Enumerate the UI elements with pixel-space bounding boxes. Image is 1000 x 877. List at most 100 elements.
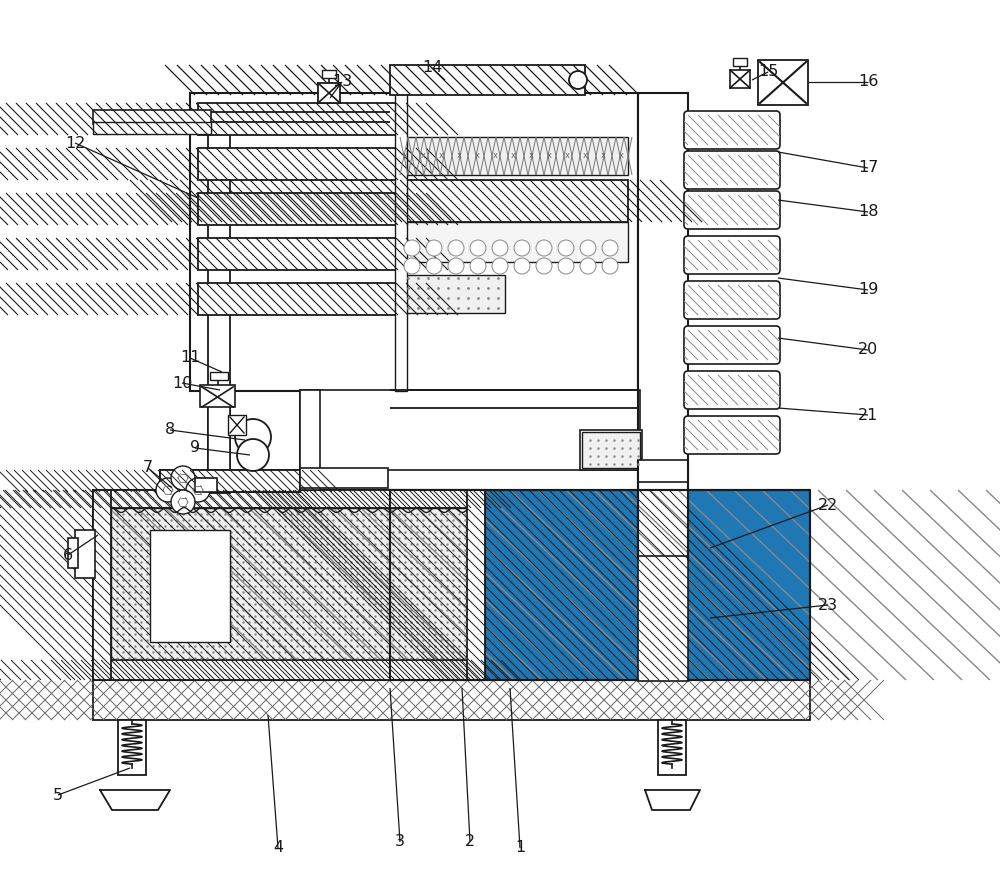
Circle shape [492,258,508,274]
Text: 3: 3 [395,835,405,850]
Circle shape [580,258,596,274]
Bar [160,470,300,492]
Bar [75,530,95,578]
Circle shape [580,240,596,256]
Bar [322,70,336,78]
Circle shape [237,439,269,471]
Text: x: x [582,152,588,160]
Bar [93,660,485,680]
Text: 14: 14 [422,61,442,75]
Polygon shape [100,790,170,810]
Text: 5: 5 [53,788,63,802]
Bar [93,110,211,124]
Circle shape [514,240,530,256]
FancyBboxPatch shape [684,111,780,149]
Text: x: x [492,152,498,160]
Text: x: x [546,152,552,160]
Bar [93,490,485,680]
Circle shape [558,258,574,274]
Text: x: x [438,152,444,160]
Bar [400,275,505,313]
Polygon shape [390,490,810,680]
Circle shape [426,258,442,274]
Bar [195,478,217,492]
Text: x: x [511,152,516,160]
Bar [208,120,230,493]
Bar [400,137,628,175]
Bar [210,372,228,380]
Text: x: x [420,152,426,160]
FancyBboxPatch shape [684,371,780,409]
Text: x: x [528,152,534,160]
Bar [93,490,485,508]
Bar [318,83,340,103]
Circle shape [470,258,486,274]
Bar [198,103,398,135]
Circle shape [470,240,486,256]
FancyBboxPatch shape [684,416,780,454]
Text: 10: 10 [172,375,192,390]
Circle shape [186,478,210,502]
Bar [730,70,750,88]
Bar [467,490,485,680]
Bar [400,180,628,222]
Bar [150,530,230,642]
Text: x: x [475,152,480,160]
FancyBboxPatch shape [684,236,780,274]
Circle shape [426,240,442,256]
Text: x: x [600,152,606,160]
Bar [208,390,230,492]
Bar [200,385,235,407]
Text: 8: 8 [165,423,175,438]
Text: 19: 19 [858,282,878,297]
Bar [68,538,78,568]
Bar [390,65,585,95]
Circle shape [536,240,552,256]
FancyBboxPatch shape [684,151,780,189]
FancyBboxPatch shape [684,281,780,319]
Text: 17: 17 [858,160,878,175]
Circle shape [448,240,464,256]
Circle shape [558,240,574,256]
Circle shape [235,419,271,455]
Bar [638,93,688,560]
Text: x: x [456,152,462,160]
Bar [582,432,640,468]
Text: x: x [618,152,624,160]
Text: 2: 2 [465,835,475,850]
Bar [390,490,810,680]
FancyBboxPatch shape [684,191,780,229]
Bar [758,60,808,105]
Text: 1: 1 [515,840,525,855]
Bar [638,556,688,681]
Circle shape [492,240,508,256]
Circle shape [514,258,530,274]
Text: 7: 7 [143,460,153,475]
Bar [580,430,642,470]
Bar [300,390,640,470]
Bar [198,283,398,315]
Bar [400,222,628,262]
Bar [638,460,688,482]
Polygon shape [645,790,700,810]
Text: 4: 4 [273,840,283,855]
Bar [198,238,398,270]
Text: 15: 15 [758,65,778,80]
Bar [228,415,246,435]
Circle shape [448,258,464,274]
Bar [300,390,320,490]
Bar [93,490,111,680]
Bar [93,680,810,720]
Text: x: x [564,152,570,160]
Bar [300,468,388,488]
Circle shape [536,258,552,274]
Bar [198,148,398,180]
Text: 12: 12 [65,136,85,151]
Bar [118,720,146,775]
Bar [93,122,211,134]
Text: 18: 18 [858,204,878,219]
Circle shape [602,258,618,274]
Circle shape [171,490,195,514]
Bar [160,470,300,492]
Text: 16: 16 [858,75,878,89]
